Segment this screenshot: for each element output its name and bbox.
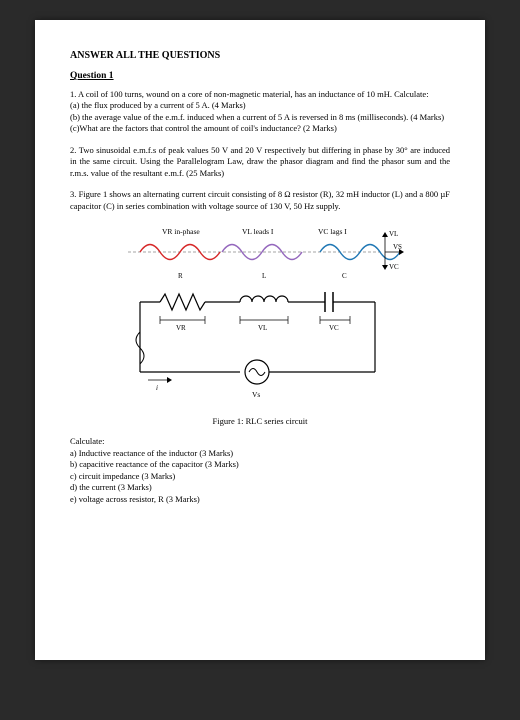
label-c: C xyxy=(342,272,347,280)
phasor-arrows: VL VS VC xyxy=(382,230,404,271)
q1-text: 1. A coil of 100 turns, wound on a core … xyxy=(70,89,429,99)
document-page: ANSWER ALL THE QUESTIONS Question 1 1. A… xyxy=(35,20,485,660)
q3-text: 3. Figure 1 shows an alternating current… xyxy=(70,189,450,212)
calc-c: c) circuit impedance (3 Marks) xyxy=(70,471,175,481)
figure-1: VR in-phase VL leads I VC lags I VL VS xyxy=(70,222,450,426)
svg-text:VS: VS xyxy=(393,243,402,251)
resistor xyxy=(160,294,205,310)
label-l: L xyxy=(262,272,266,280)
q1b: (b) the average value of the e.m.f. indu… xyxy=(70,112,444,122)
current-label: i xyxy=(156,384,158,392)
figure-caption: Figure 1: RLC series circuit xyxy=(70,416,450,426)
calc-heading: Calculate: xyxy=(70,436,104,446)
calc-block: Calculate: a) Inductive reactance of the… xyxy=(70,436,450,505)
voltage-spans xyxy=(160,316,350,324)
calc-b: b) capacitive reactance of the capacitor… xyxy=(70,459,239,469)
rlc-circuit-svg: VR in-phase VL leads I VC lags I VL VS xyxy=(110,222,410,412)
svg-text:VL: VL xyxy=(389,230,398,238)
q2-text: 2. Two sinusoidal e.m.f.s of peak values… xyxy=(70,145,450,179)
ac-source-wave xyxy=(249,369,265,376)
svg-text:VC: VC xyxy=(389,263,399,271)
calc-e: e) voltage across resistor, R (3 Marks) xyxy=(70,494,200,504)
label-r: R xyxy=(178,272,183,280)
q1a: (a) the flux produced by a current of 5 … xyxy=(70,100,246,110)
q1-stem: 1. A coil of 100 turns, wound on a core … xyxy=(70,89,450,135)
label-vs: Vs xyxy=(252,390,260,399)
calc-d: d) the current (3 Marks) xyxy=(70,482,152,492)
calc-a: a) Inductive reactance of the inductor (… xyxy=(70,448,233,458)
span-vr: VR xyxy=(176,324,186,332)
main-title: ANSWER ALL THE QUESTIONS xyxy=(70,50,450,61)
inductor xyxy=(240,296,288,302)
span-vl: VL xyxy=(258,324,267,332)
span-vc: VC xyxy=(329,324,339,332)
q1c: (c)What are the factors that control the… xyxy=(70,123,337,133)
question-heading: Question 1 xyxy=(70,71,450,81)
label-vc-lags: VC lags I xyxy=(318,227,347,236)
label-vl-leads: VL leads I xyxy=(242,227,274,236)
label-vr-phase: VR in-phase xyxy=(162,227,200,236)
